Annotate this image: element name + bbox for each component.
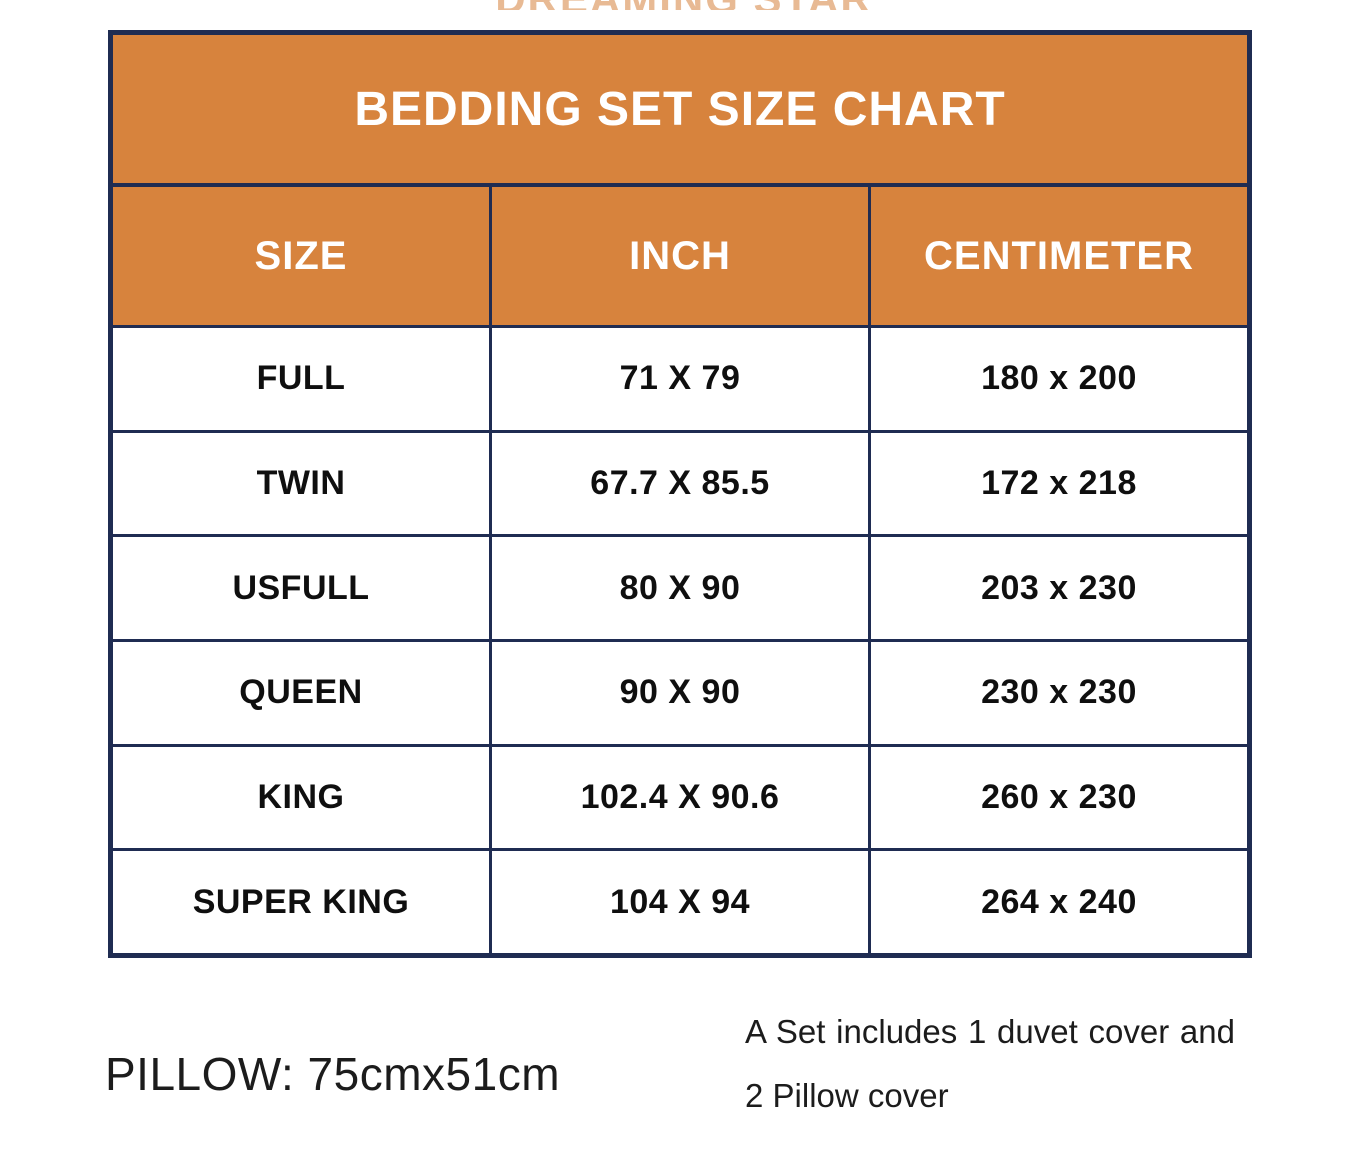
- bedding-size-chart-table: BEDDING SET SIZE CHART SIZE INCH CENTIME…: [108, 30, 1252, 958]
- table-row: QUEEN 90 X 90 230 x 230: [113, 639, 1247, 744]
- size-cell: SUPER KING: [113, 851, 492, 954]
- table-row: TWIN 67.7 X 85.5 172 x 218: [113, 429, 1247, 535]
- header-cell-inch: INCH: [492, 187, 871, 325]
- table-row: KING 102.4 X 90.6 260 x 230: [113, 743, 1247, 849]
- centimeter-cell: 180 x 200: [981, 359, 1137, 398]
- set-contents-note: A Set includes 1 duvet cover and 2 Pillo…: [745, 1013, 1235, 1114]
- header-cell-size: SIZE: [113, 187, 492, 325]
- inch-cell: 80 X 90: [492, 537, 871, 640]
- size-cell: USFULL: [113, 537, 492, 640]
- inch-cell: 104 X 94: [492, 851, 871, 954]
- inch-cell: 102.4 X 90.6: [492, 746, 871, 849]
- size-cell: KING: [113, 746, 492, 849]
- table-title: BEDDING SET SIZE CHART: [354, 82, 1006, 136]
- centimeter-cell: 203 x 230: [981, 568, 1137, 607]
- brand-text: DREAMING STAR: [495, 0, 873, 10]
- size-cell: FULL: [113, 328, 492, 430]
- size-cell: TWIN: [113, 432, 492, 535]
- centimeter-cell: 260 x 230: [981, 778, 1137, 817]
- inch-cell: 90 X 90: [492, 642, 871, 744]
- centimeter-cell: 264 x 240: [981, 882, 1137, 921]
- table-row: SUPER KING 104 X 94 264 x 240: [113, 848, 1247, 954]
- size-cell: QUEEN: [113, 642, 492, 744]
- inch-cell: 71 X 79: [492, 328, 871, 430]
- centimeter-cell: 230 x 230: [981, 673, 1137, 712]
- table-row: FULL 71 X 79 180 x 200: [113, 325, 1247, 430]
- table-header-row: SIZE INCH CENTIMETER: [113, 187, 1247, 325]
- header-cell-centimeter: CENTIMETER: [924, 233, 1194, 278]
- brand-cropped-banner: DREAMING STAR: [0, 0, 1368, 10]
- pillow-size-note: PILLOW: 75cmx51cm: [105, 1048, 561, 1100]
- centimeter-cell: 172 x 218: [981, 464, 1137, 502]
- table-row: USFULL 80 X 90 203 x 230: [113, 534, 1247, 640]
- table-title-banner: BEDDING SET SIZE CHART: [113, 35, 1247, 187]
- inch-cell: 67.7 X 85.5: [492, 432, 871, 535]
